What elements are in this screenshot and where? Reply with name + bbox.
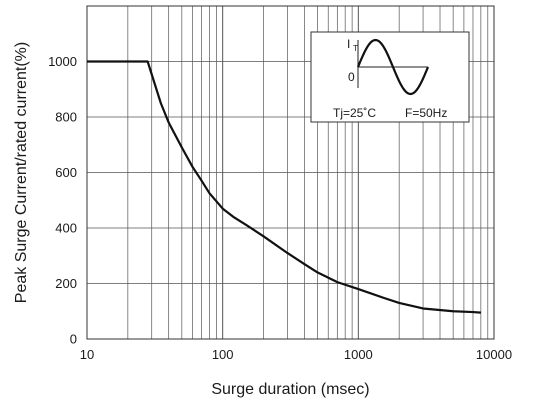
plot-frame bbox=[86, 5, 495, 340]
y-tick-label: 0 bbox=[70, 332, 77, 347]
inset-current-label: I bbox=[347, 37, 350, 51]
inset-frequency-label: F=50Hz bbox=[405, 106, 447, 120]
y-tick-label: 400 bbox=[55, 221, 77, 236]
inset-temperature-label: Tj=25˚C bbox=[333, 106, 376, 120]
series-curve-group bbox=[87, 60, 481, 314]
y-tick-label: 1000 bbox=[48, 54, 77, 69]
x-tick-label: 100 bbox=[212, 347, 234, 362]
waveform-inset: I T 0 Tj=25˚C F=50Hz bbox=[310, 31, 470, 123]
sine-wave-icon bbox=[356, 38, 430, 96]
inset-current-subscript: T bbox=[353, 44, 358, 53]
grid bbox=[87, 6, 494, 339]
inset-zero-label: 0 bbox=[348, 70, 355, 84]
x-tick-label: 10 bbox=[80, 347, 94, 362]
inset-box bbox=[310, 31, 470, 123]
x-axis-title: Surge duration (msec) bbox=[211, 381, 369, 398]
tick-labels: 10 100 1000 10000 0 200 400 600 800 1000 bbox=[48, 54, 512, 362]
x-tick-label: 1000 bbox=[344, 347, 373, 362]
y-axis-title: Peak Surge Current/rated current(%) bbox=[13, 42, 30, 303]
y-tick-label: 600 bbox=[55, 165, 77, 180]
y-tick-label: 800 bbox=[55, 110, 77, 125]
x-tick-label: 10000 bbox=[476, 347, 512, 362]
y-tick-label: 200 bbox=[55, 276, 77, 291]
series-line bbox=[87, 60, 481, 314]
